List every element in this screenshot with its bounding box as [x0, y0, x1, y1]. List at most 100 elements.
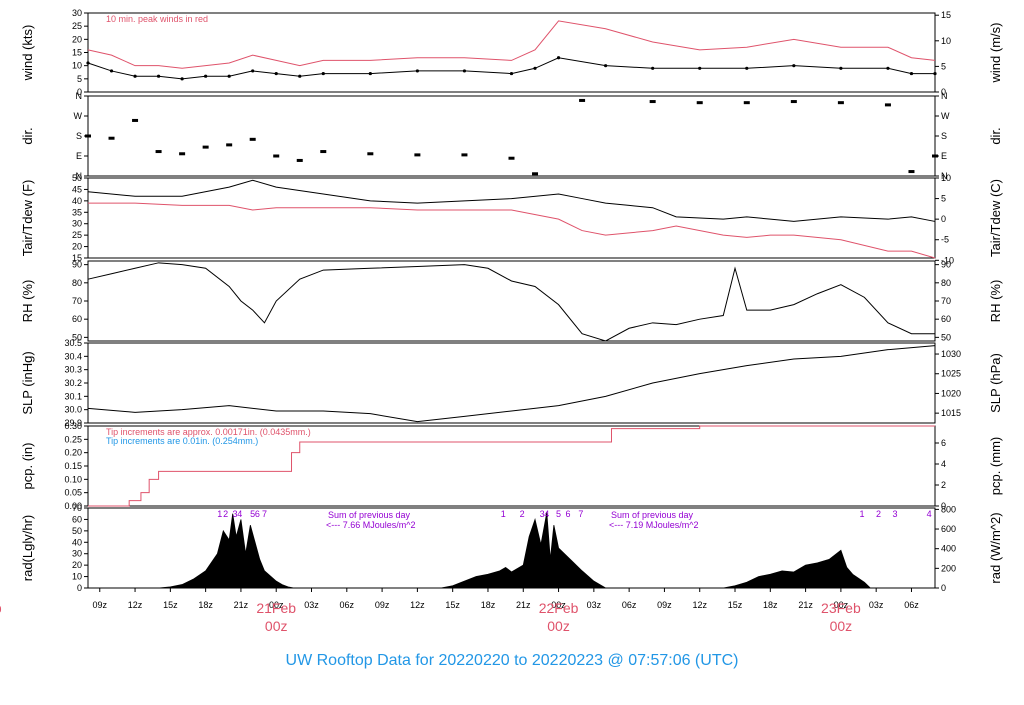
x-tick-label: 12z: [128, 600, 143, 610]
tick-label-left-rad: 50: [72, 526, 82, 536]
tick-label-left-dir: N: [76, 171, 83, 181]
tick-label-right-wind: 10: [941, 36, 951, 46]
wind-point: [792, 64, 796, 68]
tick-label-right-rad: 400: [941, 544, 956, 554]
hour-marker: 1: [217, 509, 222, 519]
tick-label-right-temp: -10: [941, 255, 954, 265]
series-radiation: [158, 512, 872, 589]
panel-frame-rh: [87, 260, 936, 342]
tick-label-right-slp: 1015: [941, 408, 961, 418]
x-tick-label: 09z: [93, 600, 108, 610]
wind-dir-point: [155, 150, 162, 154]
tick-label-right-rh: 80: [941, 278, 951, 288]
tick-label-left-rad: 70: [72, 503, 82, 513]
ylabel-left-rad: rad(Lgly/hr): [20, 515, 35, 581]
x-tick-label: 18z: [198, 600, 213, 610]
chart-title: UW Rooftop Data for 20220220 to 20220223…: [286, 652, 739, 669]
wind-dir-point: [649, 100, 656, 104]
panel-frame-wind: [87, 12, 936, 93]
tick-label-right-pcp: 4: [941, 459, 946, 469]
wind-point: [156, 74, 161, 78]
wind-point: [251, 69, 255, 73]
tick-label-right-dir: N: [941, 171, 948, 181]
wind-point: [368, 71, 372, 76]
wind-dir-point: [696, 101, 703, 105]
tick-label-right-wind: 15: [941, 10, 951, 20]
hour-marker: 3: [233, 509, 238, 519]
day-label-date: 23Feb: [821, 600, 861, 616]
tick-label-left-rh: 50: [72, 332, 82, 342]
tick-label-right-rad: 600: [941, 524, 956, 534]
tick-label-left-pcp: 0.05: [64, 488, 82, 498]
tick-label-left-temp: 25: [72, 230, 82, 240]
tick-label-left-temp: 35: [72, 207, 82, 217]
tick-label-left-temp: 15: [72, 253, 82, 263]
tick-label-left-rad: 30: [72, 549, 82, 559]
series-wind-peak: [87, 20, 936, 69]
ylabel-left-slp: SLP (inHg): [20, 351, 35, 414]
x-tick-label: 00z: [269, 600, 284, 610]
x-tick-label: 03z: [304, 600, 319, 610]
wind-dir-point: [461, 153, 468, 157]
hour-marker: 5: [556, 509, 561, 519]
hour-marker: 3: [892, 509, 897, 519]
wind-dir-point: [202, 145, 209, 149]
wind-point: [698, 66, 702, 70]
sum-note-1-line2: <--- 7.66 MJoules/m^2: [326, 520, 416, 530]
tick-label-left-temp: 30: [72, 219, 82, 229]
ylabel-right-wind: wind (m/s): [988, 23, 1003, 84]
series-wind-sustained: [87, 57, 935, 80]
x-tick-label: 15z: [163, 600, 178, 610]
tick-label-left-wind: 25: [72, 21, 82, 31]
tick-label-left-rad: 20: [72, 560, 82, 570]
wind-dir-point: [367, 152, 374, 156]
wind-point: [86, 61, 90, 65]
wind-dir-point: [226, 143, 233, 147]
sum-note-2-line1: Sum of previous day: [611, 510, 694, 520]
tick-label-right-wind: 0: [941, 87, 946, 97]
x-tick-label: 18z: [763, 600, 778, 610]
tick-label-left-wind: 5: [77, 74, 82, 84]
hour-marker: 4: [544, 509, 549, 519]
day-label-date: 22Feb: [539, 600, 579, 616]
tick-label-left-pcp: 0.20: [64, 448, 82, 458]
tick-label-left-rh: 60: [72, 314, 82, 324]
x-tick-label: 21z: [234, 600, 249, 610]
tick-label-right-pcp: 0: [941, 501, 946, 511]
wind-point: [509, 71, 514, 76]
tick-label-left-slp: 30.5: [64, 338, 82, 348]
tick-label-left-wind: 20: [72, 34, 82, 44]
tick-label-left-pcp: 0.10: [64, 474, 82, 484]
panel-frame-dir: [87, 95, 936, 177]
tick-label-left-temp: 45: [72, 184, 82, 194]
tick-label-left-slp: 29.9: [64, 418, 82, 428]
wind-point: [180, 77, 184, 81]
wind-dir-point: [908, 170, 915, 174]
tick-label-left-wind: 10: [72, 61, 82, 71]
tick-label-left-slp: 30.3: [64, 365, 82, 375]
tick-label-right-wind: 5: [941, 61, 946, 71]
hour-marker: 1: [860, 509, 865, 519]
ylabel-right-temp: Tair/Tdew (C): [988, 179, 1003, 257]
x-tick-label: 12z: [692, 600, 707, 610]
wind-point: [886, 66, 890, 70]
series-tdew: [88, 202, 936, 259]
hour-marker: 3: [540, 509, 545, 519]
hour-marker: 1: [501, 509, 506, 519]
wind-point: [651, 66, 655, 70]
x-tick-label: 06z: [340, 600, 355, 610]
tick-label-left-rad: 0: [77, 583, 82, 593]
day-label-hour: 00z: [265, 618, 288, 634]
tick-label-left-wind: 0: [77, 87, 82, 97]
ylabel-left-rh: RH (%): [20, 280, 35, 323]
tick-label-left-temp: 20: [72, 242, 82, 252]
tick-label-left-pcp: 0.15: [64, 461, 82, 471]
ylabel-left-wind: wind (kts): [20, 25, 35, 82]
tick-label-left-pcp: 0.25: [64, 434, 82, 444]
ylabel-left-pcp: pcp. (in): [20, 443, 35, 490]
wind-dir-point: [414, 153, 421, 157]
hour-marker: 4: [927, 509, 932, 519]
tick-label-left-dir: W: [74, 111, 83, 121]
tick-label-left-rh: 90: [72, 260, 82, 270]
